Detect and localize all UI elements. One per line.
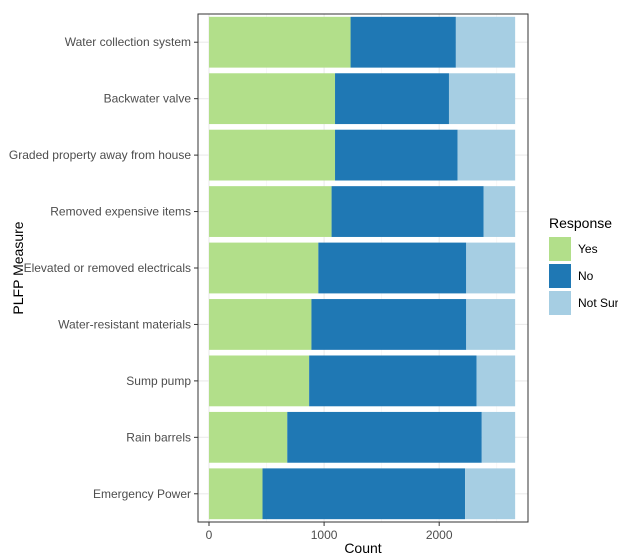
bar-no	[262, 468, 466, 520]
y-tick-label: Removed expensive items	[50, 205, 191, 219]
bar-yes	[209, 355, 310, 407]
bar-yes	[209, 186, 332, 237]
bar-no	[309, 355, 477, 407]
bar-not-sure	[483, 186, 516, 237]
x-tick-label: 2000	[426, 528, 453, 542]
y-tick-label: Elevated or removed electricals	[24, 261, 191, 275]
bar-yes	[209, 411, 288, 463]
legend: Response Yes No Not Sure	[549, 215, 618, 315]
legend-label-no: No	[578, 269, 594, 283]
legend-label-yes: Yes	[578, 242, 598, 256]
bar-not-sure	[457, 129, 516, 181]
legend-key-not-sure	[549, 291, 571, 315]
bar-yes	[209, 16, 351, 68]
y-axis-ticks: Water collection system Backwater valve Gr…	[9, 35, 198, 501]
bar-no	[287, 411, 482, 463]
bar-yes	[209, 73, 336, 125]
y-tick-label: Graded property away from house	[9, 148, 191, 162]
bar-yes	[209, 468, 263, 520]
legend-key-no	[549, 264, 571, 288]
bar-no	[335, 73, 449, 125]
y-tick-label: Backwater valve	[104, 92, 192, 106]
x-axis-title: Count	[344, 540, 381, 556]
bar-not-sure	[448, 73, 516, 125]
bar-no	[335, 129, 458, 181]
bar-no	[318, 242, 467, 294]
y-axis-title: PLFP Measure	[10, 221, 26, 314]
y-tick-label: Water-resistant materials	[58, 317, 191, 331]
bar-yes	[209, 129, 336, 181]
bar-no	[331, 186, 484, 237]
y-tick-label: Sump pump	[126, 374, 191, 388]
legend-label-not-sure: Not Sure	[578, 296, 618, 310]
bar-not-sure	[465, 468, 516, 520]
bar-yes	[209, 299, 312, 350]
bars	[209, 16, 516, 520]
bar-yes	[209, 242, 319, 294]
y-tick-label: Water collection system	[65, 35, 191, 49]
legend-title: Response	[549, 215, 612, 231]
bar-no	[350, 16, 456, 68]
bar-not-sure	[476, 355, 516, 407]
bar-not-sure	[466, 242, 516, 294]
x-tick-label: 0	[206, 528, 213, 542]
bar-no	[311, 299, 467, 350]
bar-not-sure	[455, 16, 516, 68]
y-tick-label: Rain barrels	[126, 430, 191, 444]
x-axis-ticks: 0 1000 2000	[206, 522, 453, 542]
x-tick-label: 1000	[311, 528, 338, 542]
legend-key-yes	[549, 237, 571, 261]
y-tick-label: Emergency Power	[93, 487, 191, 501]
bar-not-sure	[481, 411, 516, 463]
bar-not-sure	[466, 299, 516, 350]
